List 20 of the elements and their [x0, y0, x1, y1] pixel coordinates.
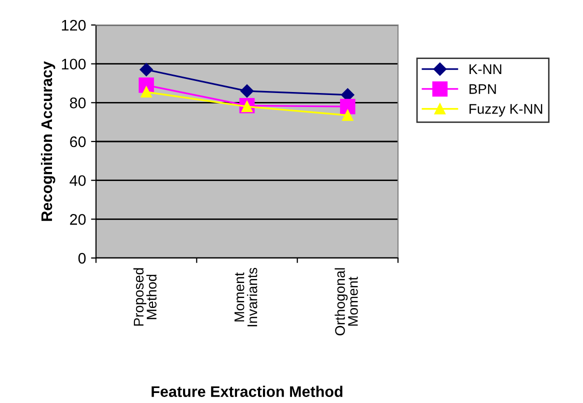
- point: [140, 63, 153, 76]
- point: [340, 98, 356, 114]
- y-axis-title: Recognition Accuracy: [40, 61, 56, 221]
- y-tick-label: 80: [70, 98, 86, 108]
- y-tick-label: 120: [62, 20, 86, 31]
- y-tick-label: 20: [70, 214, 86, 225]
- legend-label: Fuzzy K-NN: [470, 104, 542, 117]
- point: [342, 110, 354, 121]
- x-tick-label: Proposed Method: [133, 268, 157, 326]
- y-tick-label: 100: [62, 58, 86, 70]
- point: [240, 84, 254, 98]
- y-tick-label: 60: [70, 136, 86, 148]
- y-tick-label: 0: [78, 252, 86, 264]
- legend-label: BPN: [470, 84, 496, 94]
- x-tick-label: Orthogonal Moment: [334, 268, 358, 336]
- x-axis-title: Feature Extraction Method: [152, 386, 342, 397]
- x-tick-label: Moment Invariants: [234, 268, 258, 326]
- point: [140, 86, 152, 98]
- legend-label: K-NN: [470, 64, 502, 74]
- y-tick-label: 40: [70, 175, 86, 186]
